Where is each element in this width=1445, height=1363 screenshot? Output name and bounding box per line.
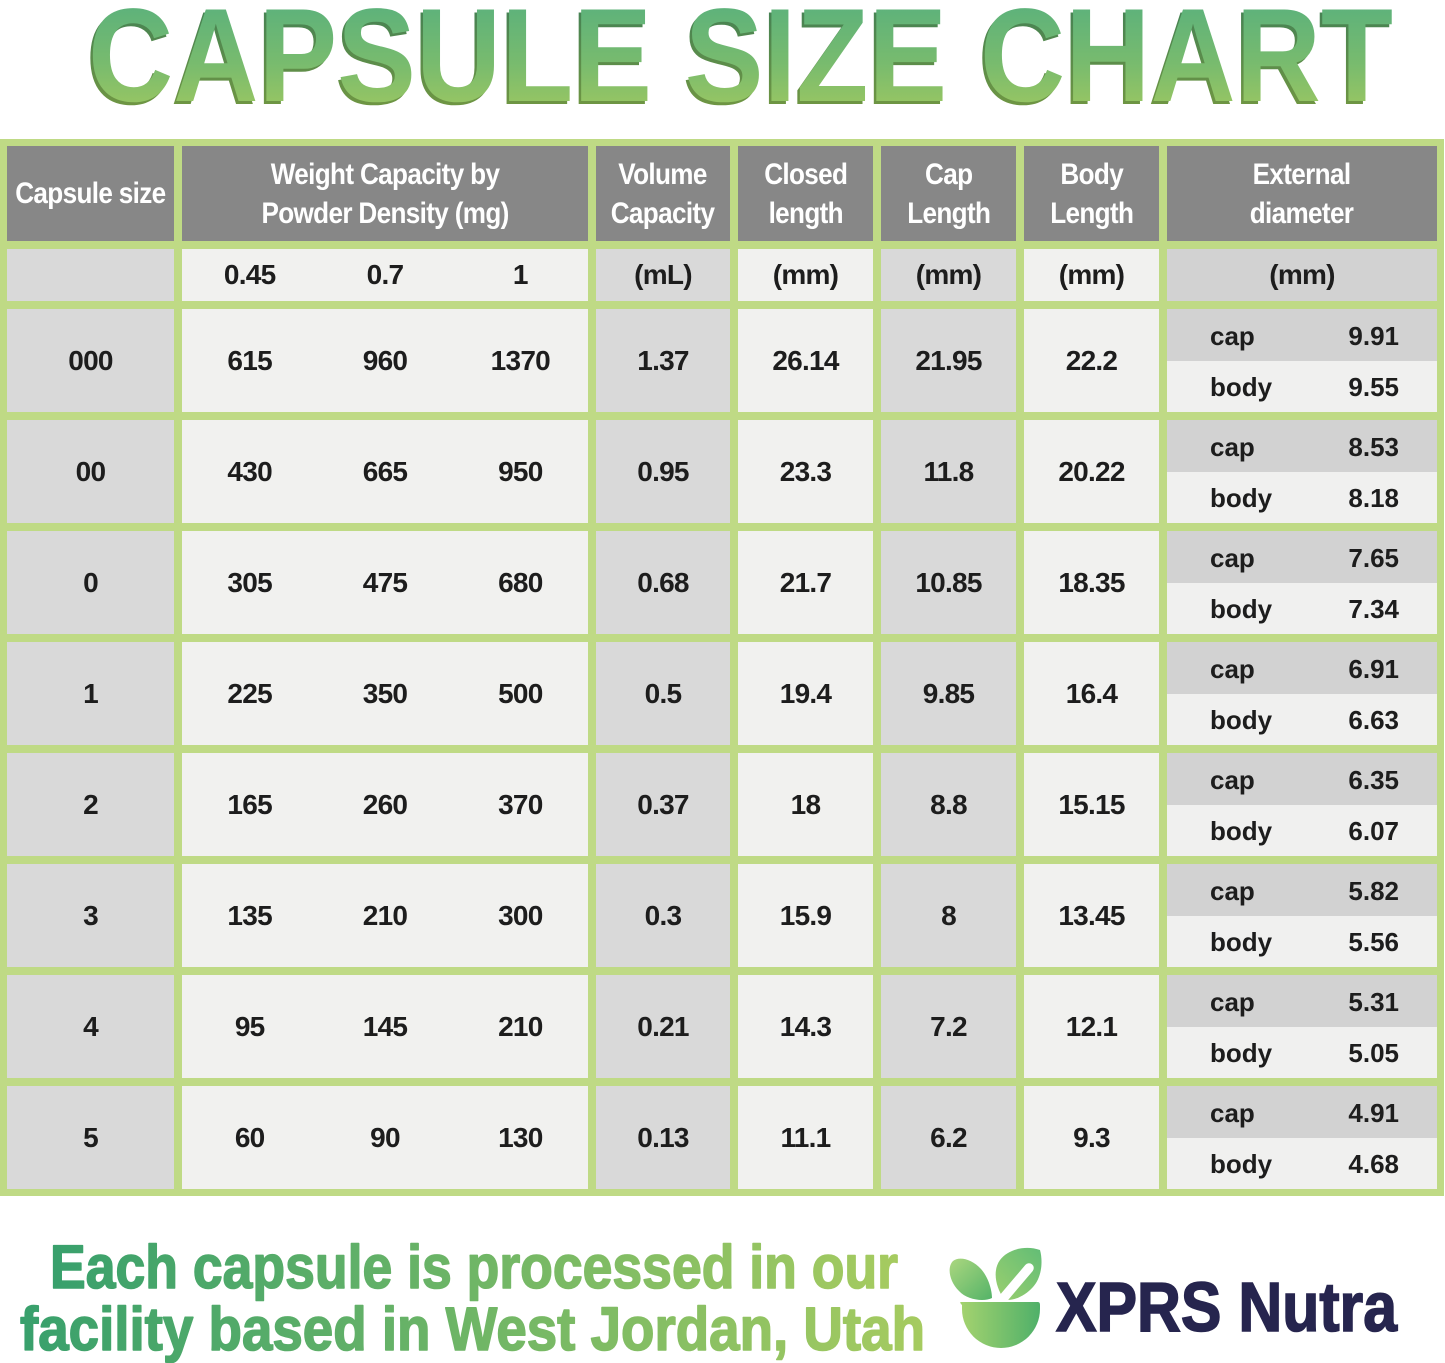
- svg-text:CAPSULE SIZE CHART: CAPSULE SIZE CHART: [86, 0, 1391, 125]
- svg-text:facility based in West Jordan,: facility based in West Jordan, Utah: [20, 1295, 925, 1363]
- svg-text:XPRS Nutra: XPRS Nutra: [1056, 1268, 1398, 1346]
- svg-text:CAPSULE SIZE CHART: CAPSULE SIZE CHART: [88, 0, 1393, 125]
- svg-text:Each capsule is processed in o: Each capsule is processed in our: [50, 1233, 898, 1301]
